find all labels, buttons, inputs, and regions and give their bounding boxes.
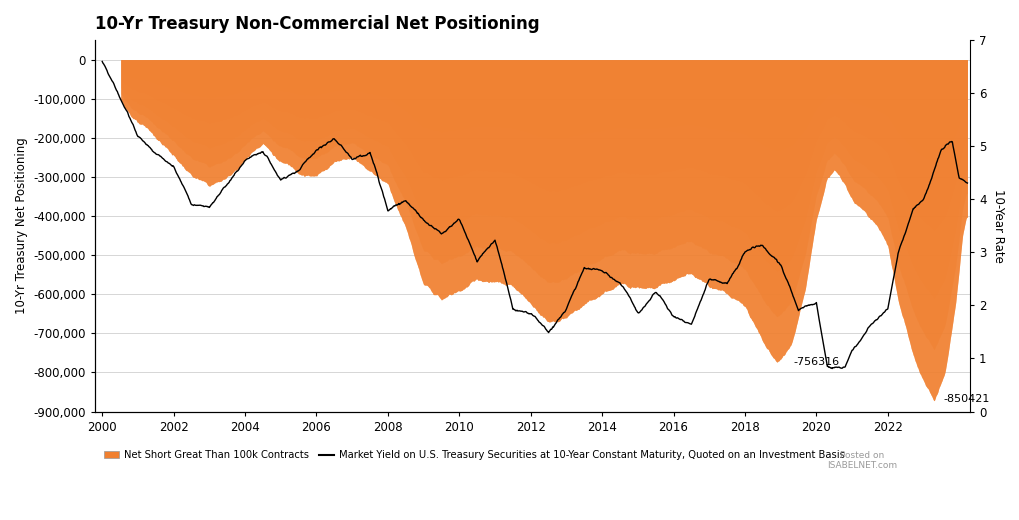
Text: -756316: -756316 bbox=[793, 357, 839, 367]
Y-axis label: 10-Yr Treasury Net Positioning: 10-Yr Treasury Net Positioning bbox=[15, 137, 28, 314]
Legend: Net Short Great Than 100k Contracts, Market Yield on U.S. Treasury Securities at: Net Short Great Than 100k Contracts, Mar… bbox=[100, 446, 848, 464]
Y-axis label: 10-Year Rate: 10-Year Rate bbox=[991, 189, 1004, 263]
Text: -850421: -850421 bbox=[943, 394, 988, 404]
Text: Posted on
ISABELNET.com: Posted on ISABELNET.com bbox=[826, 450, 896, 470]
Text: 10-Yr Treasury Non-Commercial Net Positioning: 10-Yr Treasury Non-Commercial Net Positi… bbox=[95, 15, 539, 33]
